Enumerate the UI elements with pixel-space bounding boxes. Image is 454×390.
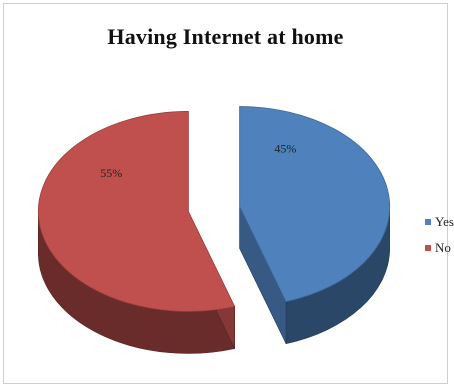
legend-swatch-yes (425, 219, 431, 225)
chart-frame: Having Internet at home 45% 55% Yes No (3, 3, 454, 384)
chart-title: Having Internet at home (107, 24, 344, 49)
legend-label-no: No (435, 240, 451, 255)
pie-slice-yes (239, 106, 391, 303)
pie-chart: 45% 55% (37, 106, 391, 354)
chart-legend: Yes No (425, 209, 454, 261)
legend-label-yes: Yes (435, 214, 454, 229)
legend-item-yes: Yes (425, 209, 454, 235)
data-label-yes: 45% (274, 142, 296, 156)
legend-item-no: No (425, 235, 454, 261)
data-label-no: 55% (100, 166, 122, 180)
pie-slice-no (37, 111, 236, 312)
legend-swatch-no (425, 245, 431, 251)
